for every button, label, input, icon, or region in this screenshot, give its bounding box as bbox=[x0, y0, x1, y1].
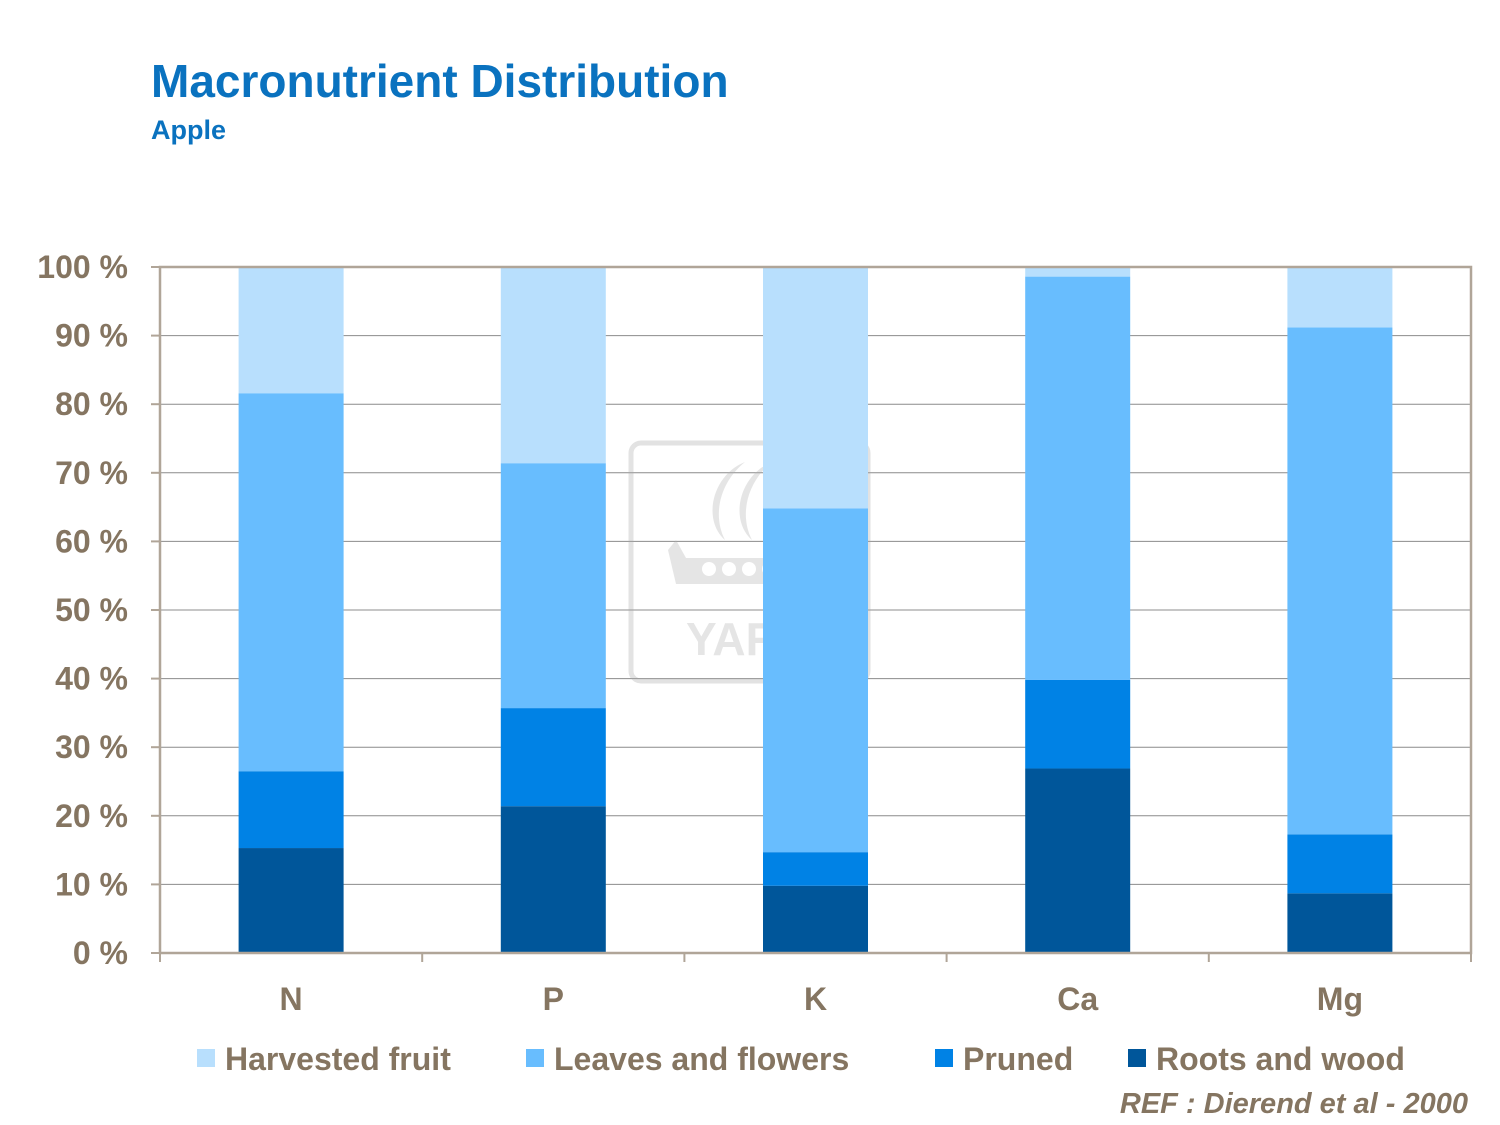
bar-segment bbox=[1287, 834, 1393, 894]
bar-segment bbox=[238, 848, 344, 953]
x-tick-label: K bbox=[804, 981, 827, 1017]
y-tick-label: 80 % bbox=[55, 386, 128, 422]
reference-note: REF : Dierend et al - 2000 bbox=[1119, 1088, 1468, 1120]
legend-label: Pruned bbox=[963, 1041, 1073, 1077]
y-tick-label: 10 % bbox=[55, 866, 128, 902]
bar-segment bbox=[500, 267, 606, 464]
bar-segment bbox=[238, 267, 344, 394]
legend-label: Roots and wood bbox=[1156, 1041, 1405, 1077]
y-tick-label: 70 % bbox=[55, 455, 128, 491]
bar-segment bbox=[1025, 768, 1131, 953]
bar-segment bbox=[1025, 276, 1131, 680]
bar-segment bbox=[1025, 267, 1131, 277]
bar-segment bbox=[1287, 327, 1393, 835]
legend: Harvested fruit Leaves and flowers Pruned R… bbox=[197, 1041, 1405, 1077]
x-tick-label: N bbox=[280, 981, 303, 1017]
bar-segment bbox=[763, 885, 868, 953]
y-tick-label: 0 % bbox=[73, 935, 128, 971]
bar-stacks bbox=[238, 267, 1393, 953]
bar-segment bbox=[500, 806, 606, 953]
x-tick-label: Mg bbox=[1317, 981, 1363, 1017]
x-axis: N P K Ca Mg bbox=[159, 953, 1472, 1017]
bar-segment bbox=[500, 708, 606, 807]
y-tick-label: 20 % bbox=[55, 798, 128, 834]
bar-segment bbox=[1025, 679, 1131, 769]
x-tick-label: P bbox=[543, 981, 564, 1017]
bar-segment bbox=[238, 393, 344, 772]
y-axis: 0 % 10 % 20 % 30 % 40 % 50 % 60 % 70 % 80 % 90 % 1… bbox=[37, 249, 160, 971]
bar-segment bbox=[1287, 893, 1393, 953]
y-tick-label: 50 % bbox=[55, 592, 128, 628]
y-tick-label: 60 % bbox=[55, 523, 128, 559]
bar-segment bbox=[763, 267, 868, 509]
bar-segment bbox=[763, 852, 868, 886]
legend-label: Harvested fruit bbox=[225, 1041, 451, 1077]
legend-label: Leaves and flowers bbox=[554, 1041, 849, 1077]
y-tick-label: 90 % bbox=[55, 318, 128, 354]
bar-segment bbox=[500, 463, 606, 709]
y-tick-label: 100 % bbox=[37, 249, 128, 285]
y-tick-label: 40 % bbox=[55, 661, 128, 697]
legend-swatch bbox=[197, 1049, 215, 1067]
x-tick-label: Ca bbox=[1057, 981, 1098, 1017]
bar-segment bbox=[238, 771, 344, 849]
y-tick-label: 30 % bbox=[55, 729, 128, 765]
chart-subtitle: Apple bbox=[151, 115, 227, 145]
bar-segment bbox=[763, 508, 868, 853]
chart-title: Macronutrient Distribution bbox=[151, 55, 729, 107]
legend-swatch bbox=[935, 1049, 953, 1067]
bar-segment bbox=[1287, 267, 1393, 328]
legend-swatch bbox=[1128, 1049, 1146, 1067]
legend-swatch bbox=[526, 1049, 544, 1067]
